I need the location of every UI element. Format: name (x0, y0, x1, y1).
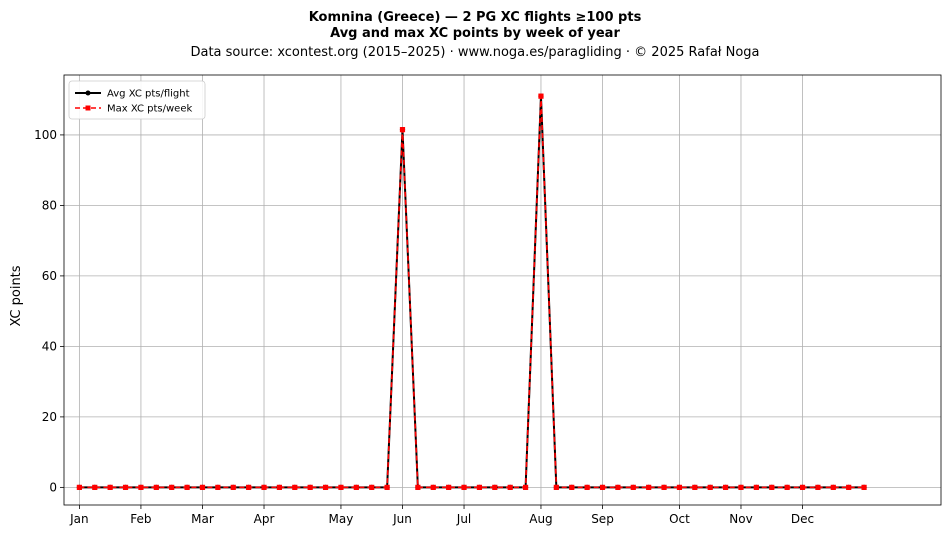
data-point-max (153, 484, 159, 490)
data-point-max (338, 484, 344, 490)
data-point-max (538, 93, 544, 99)
data-point-max (584, 484, 590, 490)
data-point-max (799, 484, 806, 490)
data-point-max (322, 484, 329, 490)
series-line-avg (79, 96, 865, 489)
chart-title-2: Avg and max XC points by week of year (330, 26, 620, 41)
data-point-max (630, 484, 636, 490)
data-point-max (122, 484, 129, 490)
data-point-max (215, 484, 221, 490)
axes: Jan Feb Mar Apr May Jun Jul Aug Sep Oct Nov Dec 0 20 4… (34, 74, 942, 526)
y-tick-label: 60 (42, 269, 57, 283)
data-point-max (261, 484, 267, 490)
x-tick-label: Sep (591, 512, 614, 526)
plot-frame (63, 74, 942, 506)
x-tick-label: Jul (456, 512, 471, 526)
data-point-max (107, 484, 113, 490)
legend-label-avg: Avg XC pts/flight (107, 89, 190, 100)
data-point-max (199, 484, 206, 490)
data-point-max (353, 484, 359, 490)
legend-box (68, 80, 206, 120)
series-lines (76, 93, 867, 490)
legend-marker-max (85, 105, 91, 111)
grid (64, 75, 941, 505)
y-tick-label: 80 (42, 198, 57, 212)
data-point-max (784, 484, 790, 490)
data-point-max (138, 484, 144, 490)
x-tick-label: Aug (529, 512, 552, 526)
data-point-max (707, 484, 713, 490)
x-tick-label: Apr (254, 512, 275, 526)
series-line-max (79, 96, 865, 489)
y-tick-label: 20 (42, 410, 57, 424)
data-point-max (815, 484, 821, 490)
data-point-max (507, 484, 513, 490)
x-tick-label: Mar (191, 512, 214, 526)
data-point-max (246, 484, 252, 490)
data-point-max (276, 484, 283, 490)
data-point-max (553, 484, 559, 490)
x-tick-label: Jun (392, 512, 412, 526)
data-point-max (230, 484, 236, 490)
data-point-max (769, 484, 775, 490)
data-point-max (692, 484, 698, 490)
data-point-max (384, 484, 390, 490)
data-point-max (76, 484, 82, 490)
data-point-max (738, 484, 744, 490)
data-point-max (522, 484, 529, 490)
data-point-max (722, 484, 729, 490)
data-point-max (615, 484, 621, 490)
x-tick-label: Nov (729, 512, 752, 526)
data-point-max (753, 484, 759, 490)
data-point-max (661, 484, 667, 490)
chart-subtitle: Data source: xcontest.org (2015–2025) · … (190, 45, 759, 60)
data-point-max (292, 484, 298, 490)
x-tick-label: Oct (669, 512, 690, 526)
data-point-max (169, 484, 175, 490)
data-point-max (369, 484, 375, 490)
data-point-max (461, 484, 467, 490)
data-point-max (430, 484, 436, 490)
data-point-max (569, 484, 575, 490)
data-point-max (184, 484, 190, 490)
legend-marker-avg (85, 90, 91, 96)
y-tick-label: 40 (42, 339, 57, 353)
data-point-max (415, 484, 421, 490)
legend-label-max: Max XC pts/week (107, 104, 192, 115)
data-point-max (492, 484, 498, 490)
data-point-max (861, 484, 867, 490)
x-tick-label: Jan (69, 512, 89, 526)
data-point-max (599, 484, 606, 490)
data-point-max (399, 127, 406, 133)
x-tick-label: May (329, 512, 354, 526)
data-point-max (476, 484, 483, 490)
y-axis-label: XC points (9, 265, 24, 326)
y-tick-label: 100 (34, 128, 57, 142)
data-point-max (446, 484, 452, 490)
chart-title: Komnina (Greece) — 2 PG XC flights ≥100 … (309, 10, 642, 25)
data-point-max (307, 484, 313, 490)
data-point-max (846, 484, 852, 490)
data-point-max (676, 484, 683, 490)
data-point-max (92, 484, 98, 490)
x-tick-label: Dec (791, 512, 814, 526)
data-point-max (830, 484, 836, 490)
legend: Avg XC pts/flight Max XC pts/week (68, 80, 206, 120)
x-tick-label: Feb (130, 512, 151, 526)
y-tick-label: 0 (49, 480, 57, 494)
data-point-max (646, 484, 652, 490)
